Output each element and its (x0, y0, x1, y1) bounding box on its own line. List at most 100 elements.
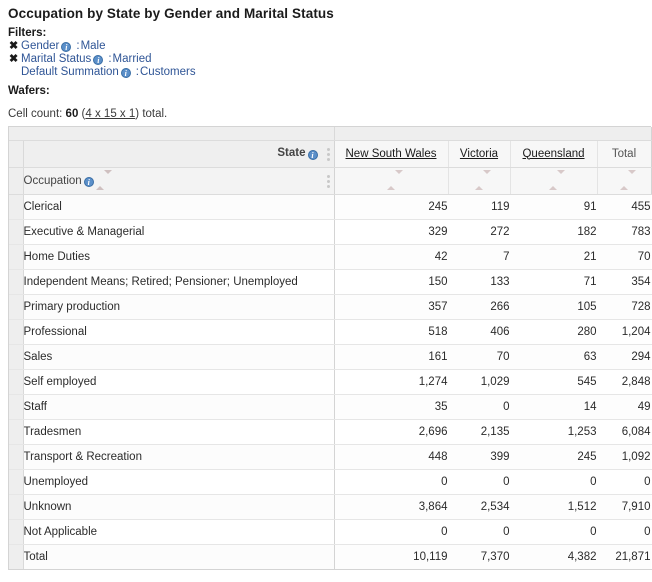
cell-queensland: 71 (510, 269, 597, 295)
total-cell-new-south-wales: 10,119 (334, 544, 448, 570)
filters-heading: Filters: (8, 27, 47, 39)
remove-filter-icon[interactable]: ✖ (9, 53, 19, 65)
cell-victoria: 0 (448, 469, 510, 495)
row-label: Unemployed (23, 469, 335, 495)
cell-victoria: 266 (448, 294, 510, 320)
row-gutter (9, 394, 24, 420)
table-body: Clerical 245 119 91 455 Executive & Manageria… (9, 194, 651, 545)
row-label: Staff (23, 394, 335, 420)
info-icon[interactable]: i (83, 176, 94, 187)
filter-name: Marital Status (21, 53, 92, 65)
table-row: Tradesmen 2,696 2,135 1,253 6,084 (9, 419, 651, 445)
row-label: Clerical (23, 194, 335, 220)
cell-total: 0 (597, 519, 651, 545)
cell-count-dimensions-link[interactable]: 4 x 15 x 1 (85, 108, 136, 120)
header-gutter (9, 167, 24, 195)
table-row: Independent Means; Retired; Pensioner; U… (9, 269, 651, 295)
row-axis-header-occupation[interactable]: Occupation i (23, 167, 335, 195)
filter-separator: : (135, 66, 139, 78)
filters-list: ✖ Gender i : Male ✖ Marital Status i : M… (0, 40, 652, 79)
row-label: Primary production (23, 294, 335, 320)
row-gutter (9, 269, 24, 295)
row-label: Self employed (23, 369, 335, 395)
cell-new-south-wales: 42 (334, 244, 448, 270)
cell-count-close-paren: ) (135, 108, 140, 120)
sort-cell-queensland[interactable] (510, 167, 598, 195)
sort-cell-total[interactable] (597, 167, 652, 195)
cell-total: 294 (597, 344, 651, 370)
cell-total: 2,848 (597, 369, 651, 395)
row-label: Executive & Managerial (23, 219, 335, 245)
band-left (9, 127, 335, 141)
info-icon[interactable]: i (61, 41, 72, 52)
sort-cell-victoria[interactable] (448, 167, 511, 195)
total-cell-total: 21,871 (597, 544, 651, 570)
table-row: Unemployed 0 0 0 0 (9, 469, 651, 495)
cell-queensland: 545 (510, 369, 597, 395)
row-axis-drag-handle-icon[interactable] (326, 174, 330, 190)
column-header-row: State i New South Wales Victoria Queensla… (9, 140, 652, 168)
pivot-table: State i New South Wales Victoria Queensla… (9, 127, 652, 570)
remove-filter-icon[interactable]: ✖ (9, 40, 19, 52)
filter-separator: : (76, 40, 80, 52)
column-header-label[interactable]: Queensland (522, 147, 585, 160)
cell-queensland: 280 (510, 319, 597, 345)
table-row: Self employed 1,274 1,029 545 2,848 (9, 369, 651, 395)
filter-item-marital-status[interactable]: ✖ Marital Status i : Married (9, 53, 652, 66)
row-gutter (9, 494, 24, 520)
cell-total: 1,092 (597, 444, 651, 470)
cell-new-south-wales: 161 (334, 344, 448, 370)
row-gutter (9, 369, 24, 395)
column-header-victoria[interactable]: Victoria (448, 140, 511, 168)
column-header-new-south-wales[interactable]: New South Wales (334, 140, 449, 168)
table-row: Home Duties 42 7 21 70 (9, 244, 651, 270)
cell-victoria: 7 (448, 244, 510, 270)
info-icon[interactable]: i (120, 67, 131, 78)
row-label: Independent Means; Retired; Pensioner; U… (23, 269, 335, 295)
column-axis-header-state[interactable]: State i (23, 140, 335, 168)
cell-victoria: 0 (448, 394, 510, 420)
total-cell-victoria: 7,370 (448, 544, 510, 570)
row-label: Sales (23, 344, 335, 370)
cell-queensland: 0 (510, 469, 597, 495)
cell-total: 6,084 (597, 419, 651, 445)
cell-victoria: 2,534 (448, 494, 510, 520)
cell-total: 49 (597, 394, 651, 420)
row-gutter (9, 544, 24, 570)
cell-victoria: 406 (448, 319, 510, 345)
cell-victoria: 0 (448, 519, 510, 545)
cell-new-south-wales: 518 (334, 319, 448, 345)
pivot-table-container: State i New South Wales Victoria Queensla… (8, 126, 652, 570)
table-total-row: Total 10,119 7,370 4,382 21,871 (9, 544, 651, 570)
row-gutter (9, 244, 24, 270)
cell-queensland: 105 (510, 294, 597, 320)
table-top-band (9, 127, 652, 141)
cell-victoria: 1,029 (448, 369, 510, 395)
row-axis-header-row: Occupation i (9, 167, 652, 195)
wafers-heading: Wafers: (8, 85, 50, 97)
column-axis-drag-handle-icon[interactable] (326, 147, 330, 163)
cell-new-south-wales: 245 (334, 194, 448, 220)
cell-count-value: 60 (65, 108, 79, 120)
band-right (334, 127, 652, 141)
row-label: Unknown (23, 494, 335, 520)
sort-cell-new-south-wales[interactable] (334, 167, 449, 195)
cell-count-prefix: Cell count: (8, 108, 63, 120)
filter-item-gender[interactable]: ✖ Gender i : Male (9, 40, 652, 53)
total-row-label: Total (23, 544, 335, 570)
table-row: Sales 161 70 63 294 (9, 344, 651, 370)
table-row: Not Applicable 0 0 0 0 (9, 519, 651, 545)
row-gutter (9, 344, 24, 370)
cell-new-south-wales: 448 (334, 444, 448, 470)
column-header-label: Total (611, 147, 637, 160)
row-gutter (9, 519, 24, 545)
filter-item-default-summation[interactable]: Default Summation i : Customers (20, 66, 652, 79)
info-icon[interactable]: i (93, 54, 104, 65)
cell-total: 455 (597, 194, 651, 220)
cell-queensland: 1,512 (510, 494, 597, 520)
column-header-label[interactable]: New South Wales (345, 147, 437, 160)
column-header-queensland[interactable]: Queensland (510, 140, 598, 168)
info-icon[interactable]: i (307, 149, 318, 160)
column-header-label[interactable]: Victoria (459, 147, 499, 160)
cell-victoria: 133 (448, 269, 510, 295)
